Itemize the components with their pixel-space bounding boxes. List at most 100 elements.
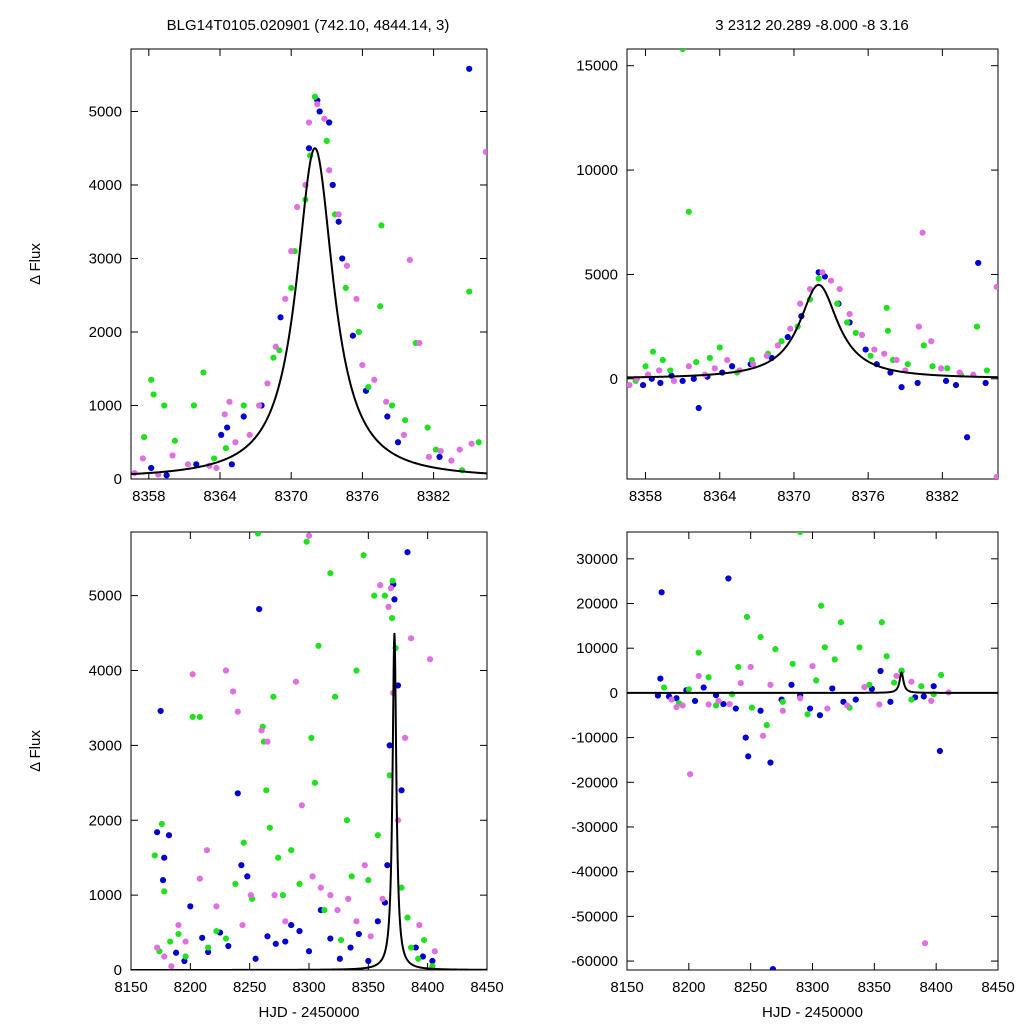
data-point-pink [226, 398, 233, 405]
y-tick-label: 2000 [89, 812, 122, 829]
data-point-green [898, 667, 905, 674]
data-point-green [695, 649, 702, 656]
data-point-green [232, 880, 239, 887]
data-point-green [389, 577, 396, 584]
data-point-green [743, 613, 751, 621]
data-point-pink [893, 356, 900, 364]
data-point-blue [419, 953, 427, 960]
data-point-green [475, 439, 482, 446]
data-point-blue [975, 259, 982, 267]
data-point-green [161, 888, 168, 895]
data-point-green [818, 602, 825, 609]
data-point-blue [729, 363, 736, 370]
data-point-pink [305, 119, 313, 126]
data-point-green [706, 354, 713, 362]
data-point-pink [327, 892, 334, 899]
data-point-pink [407, 635, 415, 642]
data-point-pink [437, 447, 444, 455]
data-point-blue [349, 332, 357, 339]
data-point-pink [288, 248, 295, 255]
data-point-blue [256, 606, 263, 613]
data-point-pink [846, 310, 853, 318]
data-point-green [148, 376, 155, 383]
data-point-blue [165, 832, 173, 839]
data-point-green [402, 417, 409, 424]
data-point-green [867, 352, 874, 359]
data-point-blue [767, 759, 774, 766]
data-point-pink [334, 907, 341, 914]
y-tick-label: 1000 [89, 887, 122, 904]
data-point-green [355, 328, 362, 336]
panel-top-right: 8358 8364 8370 8376 8382 0 5000 10000 15000 [576, 48, 999, 505]
data-point-pink [184, 461, 192, 468]
data-point-green [210, 455, 218, 462]
data-point-blue [238, 862, 245, 869]
data-point-green [182, 953, 189, 960]
data-point-green [667, 367, 674, 374]
y-axis-label: Δ Flux [27, 730, 44, 772]
x-tick-label: 8450 [470, 979, 503, 996]
data-point-green [388, 402, 396, 409]
data-point-blue [657, 675, 664, 682]
data-point-blue [234, 790, 241, 797]
data-point-green [321, 907, 328, 914]
data-point-green [365, 384, 372, 391]
data-point-green [804, 711, 811, 718]
data-point-blue [887, 698, 894, 705]
data-point-pink [309, 873, 316, 880]
data-point-pink [679, 702, 686, 709]
data-point-blue [784, 333, 791, 341]
data-point-green [884, 327, 892, 334]
data-point-pink [385, 603, 392, 610]
data-point-pink [482, 148, 487, 156]
data-point-green [213, 927, 220, 935]
data-point-green [196, 713, 203, 721]
model-curve [627, 283, 998, 379]
data-point-green [883, 304, 890, 311]
data-point-green [337, 936, 345, 944]
data-point-pink [232, 439, 239, 446]
data-point-green [679, 49, 686, 53]
data-point-green [883, 653, 890, 660]
data-point-blue [205, 948, 212, 956]
data-point-green [342, 284, 349, 291]
data-point-blue [914, 379, 921, 387]
panel-bottom-left: 8150 8200 8250 8300 8350 8400 8450 0 1000 2000 300… [27, 531, 504, 1021]
data-point-pink [456, 446, 463, 453]
data-point-green [365, 877, 372, 884]
data-point-pink [724, 356, 731, 364]
data-point-pink [203, 847, 211, 854]
data-point-green [270, 354, 277, 361]
x-tick-label: 8376 [346, 488, 379, 505]
data-point-green [222, 935, 230, 942]
data-point-pink [956, 369, 963, 376]
data-point-green [415, 955, 422, 962]
data-point-green [140, 434, 148, 441]
data-point-pink [928, 338, 935, 345]
data-point-pink [919, 229, 926, 236]
plot-frame [130, 531, 488, 971]
data-point-blue [272, 940, 279, 947]
x-tick-label: 8350 [352, 979, 385, 996]
data-point-blue [384, 413, 391, 420]
data-point-pink [797, 300, 804, 307]
data-point-green [944, 365, 951, 372]
data-point-pink [726, 700, 733, 708]
data-point-blue [829, 685, 836, 692]
data-point-green [797, 532, 804, 536]
data-point-pink [161, 953, 168, 960]
data-point-blue [277, 314, 284, 321]
data-point-pink [221, 411, 228, 418]
data-point-blue [394, 682, 402, 689]
data-point-pink [379, 895, 386, 902]
data-point-green [222, 445, 230, 452]
data-point-green [778, 338, 785, 345]
y-tick-label: -30000 [571, 819, 618, 836]
data-point-green [813, 677, 820, 684]
data-point-pink [282, 295, 289, 303]
x-tick-label: 8376 [851, 488, 884, 505]
data-point-green [432, 446, 440, 453]
data-point-green [815, 275, 822, 282]
data-point-blue [225, 942, 232, 950]
